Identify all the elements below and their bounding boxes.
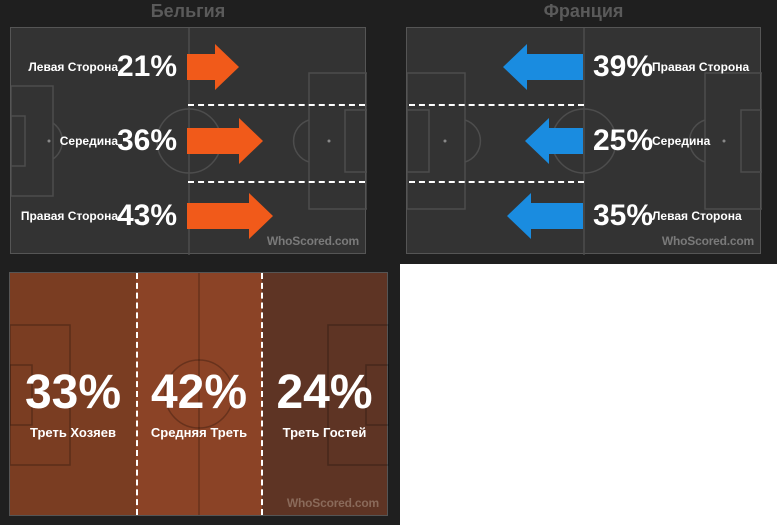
- thirds-label-away: Треть Гостей: [282, 425, 367, 440]
- thirds-percent-middle: 42%: [150, 366, 248, 419]
- belgium-divider-2: [188, 181, 365, 183]
- france-divider-2: [409, 181, 584, 183]
- france-row-label-2: Середина: [652, 134, 711, 148]
- belgium-divider-1: [188, 104, 365, 106]
- france-row-percent-2: 25%: [593, 124, 654, 157]
- france-row-percent-3: 35%: [593, 199, 654, 232]
- belgium-row-label-3: Правая Сторона: [20, 209, 118, 223]
- thirds-divider-2: [261, 273, 263, 515]
- france-row-label-3: Левая Сторона: [652, 209, 742, 223]
- belgium-row-percent-2: 36%: [116, 124, 177, 157]
- thirds-label-home: Треть Хозяев: [30, 425, 116, 440]
- empty-area: [400, 264, 777, 525]
- belgium-row-label-2: Середина: [59, 134, 118, 148]
- belgium-arrow-right-side: [187, 193, 273, 239]
- belgium-title: Бельгия: [150, 1, 226, 21]
- thirds-pitch: 33% Треть Хозяев 42% Средняя Треть 24% Т…: [9, 272, 389, 516]
- thirds-percent-away: 24%: [276, 366, 373, 419]
- pitch-lines: [10, 273, 389, 515]
- thirds-zone-away: [262, 273, 387, 515]
- thirds-zone-middle: [136, 273, 262, 515]
- france-divider-1: [409, 104, 584, 106]
- france-title: Франция: [543, 1, 624, 21]
- thirds-percent-home: 33%: [24, 366, 122, 419]
- thirds-label-middle: Средняя Треть: [150, 425, 248, 440]
- belgium-row-label-1: Левая Сторона: [28, 60, 118, 74]
- france-row-percent-1: 39%: [593, 50, 654, 83]
- belgium-row-percent-1: 21%: [116, 50, 177, 83]
- belgium-pitch: Левая Сторона 21% Середина 36% Правая Ст…: [10, 27, 367, 255]
- france-pitch: 39% Правая Сторона 25% Середина 35% Лева…: [406, 27, 762, 255]
- france-arrow-left-side: [507, 193, 583, 239]
- whoscored-watermark: WhoScored.com: [286, 496, 379, 510]
- thirds-zone-home: [10, 273, 136, 515]
- france-row-label-1: Правая Сторона: [652, 60, 750, 74]
- thirds-divider-1: [136, 273, 138, 515]
- belgium-arrow-left-side: [187, 44, 239, 90]
- belgium-row-percent-3: 43%: [116, 199, 177, 232]
- france-arrow-center: [525, 118, 583, 164]
- whoscored-watermark: WhoScored.com: [266, 234, 359, 248]
- whoscored-watermark: WhoScored.com: [661, 234, 754, 248]
- belgium-arrow-center: [187, 118, 263, 164]
- france-arrow-right-side: [503, 44, 583, 90]
